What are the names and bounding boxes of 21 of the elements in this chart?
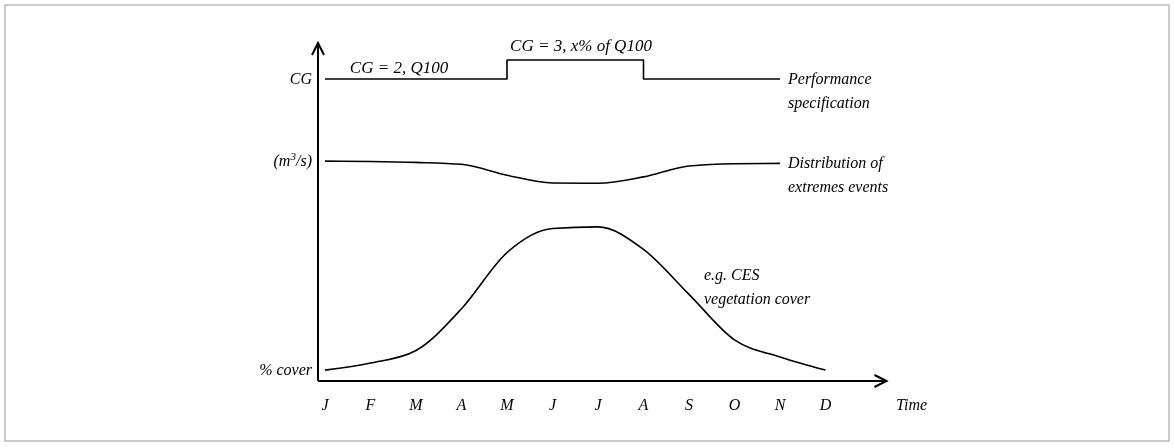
series-label: e.g. CES vegetation cover xyxy=(704,266,811,308)
x-axis-title: Time xyxy=(895,396,928,413)
x-tick-label: F xyxy=(364,396,376,413)
x-tick-label: A xyxy=(637,396,649,413)
x-tick-label: S xyxy=(685,396,693,413)
series-label: Performance specification xyxy=(787,69,872,112)
x-tick-label: J xyxy=(321,396,330,413)
x-tick-label: N xyxy=(773,396,787,413)
text: CG = 3, x% of Q100 xyxy=(510,36,653,55)
x-tick-label: J xyxy=(548,396,557,413)
x-tick-label: O xyxy=(728,396,741,413)
x-tick-label: J xyxy=(594,396,603,413)
x-tick-label: M xyxy=(499,396,516,413)
x-tick-label: M xyxy=(408,396,425,413)
text: (m$^{3}$/s) xyxy=(273,150,312,170)
text: % cover xyxy=(259,361,313,378)
series-label: Distribution of extremes events xyxy=(787,154,889,196)
text: CG xyxy=(289,70,313,87)
x-tick-label: D xyxy=(818,396,832,413)
x-tick-label: A xyxy=(455,396,467,413)
annotation: CG = 2, Q100 xyxy=(349,58,449,77)
